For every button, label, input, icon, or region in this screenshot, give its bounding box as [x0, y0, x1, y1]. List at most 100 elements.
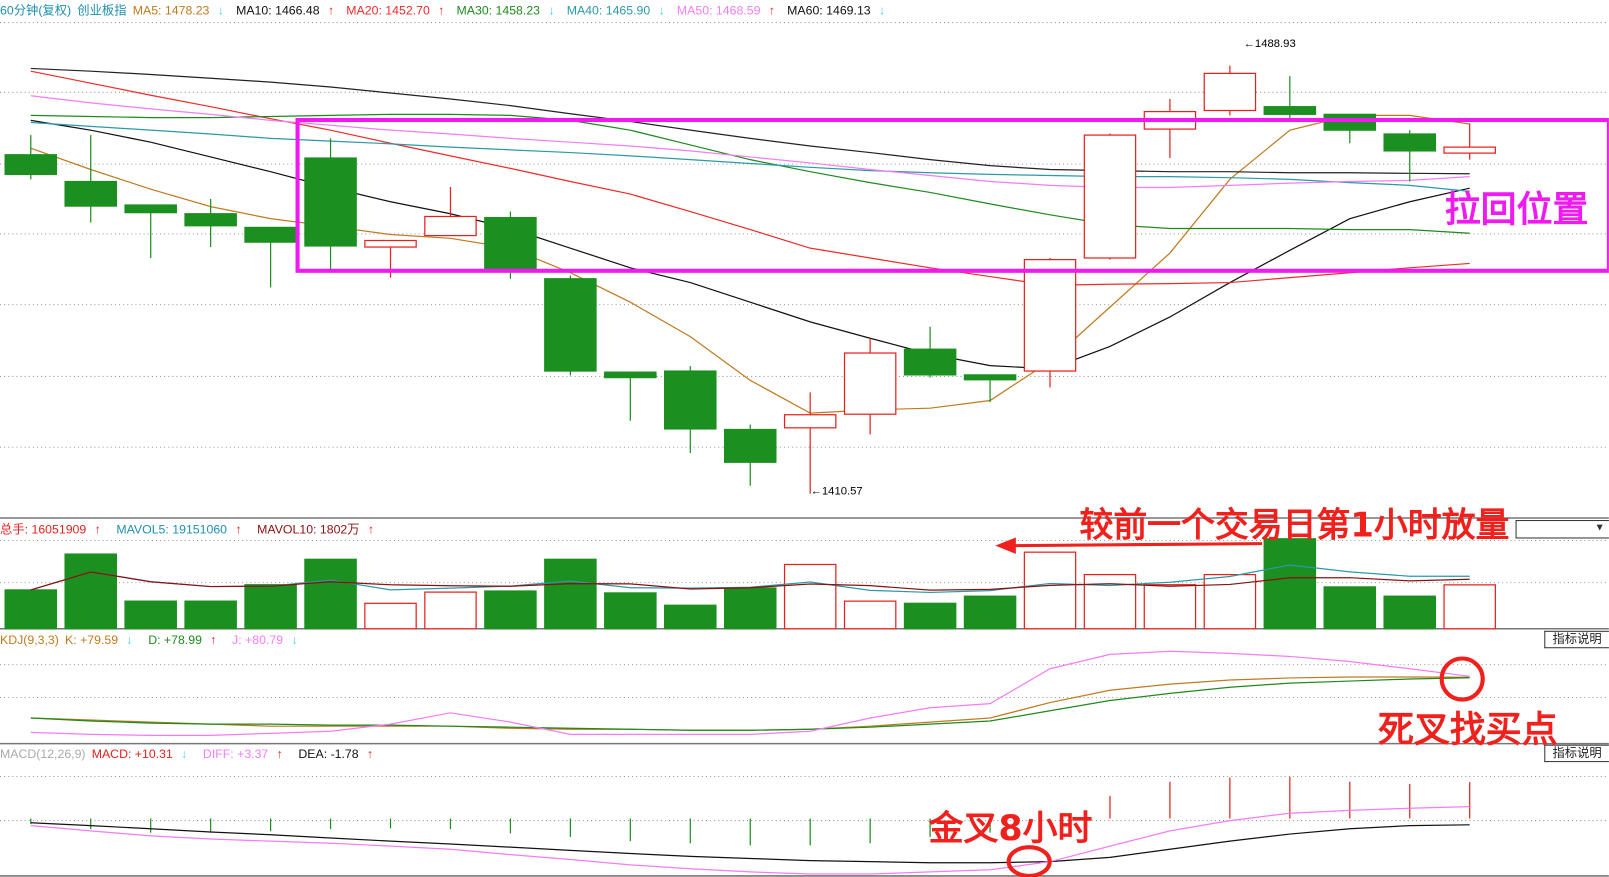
- arrow-up-icon: ↑: [276, 746, 283, 762]
- main-header: 60分钟(复权) 创业板指 MA5: 1478.23 ↓ MA10: 1466.48 ↑ M…: [0, 3, 903, 17]
- pullback-highlight-box: [295, 117, 1609, 273]
- arrow-down-icon: ↓: [658, 3, 665, 18]
- candle-body: [64, 180, 118, 207]
- volume-bar: [364, 602, 417, 630]
- period-label[interactable]: 60分钟(复权): [0, 3, 72, 18]
- candle-body: [1023, 259, 1077, 372]
- macd-indicator-help-button[interactable]: 指标说明: [1544, 744, 1609, 763]
- dea-line: [30, 822, 1470, 864]
- arrow-left-icon: [995, 537, 1016, 554]
- dea-value: DEA: -1.78: [298, 746, 359, 762]
- kdj-d-line: [30, 677, 1470, 731]
- ma60-line: [30, 67, 1470, 175]
- ma-value-1: MA10: 1466.48: [236, 3, 320, 18]
- volume-bar: [723, 587, 777, 630]
- kdj-j-value: J: +80.79: [232, 632, 284, 648]
- symbol-label: 创业板指: [77, 3, 127, 18]
- volume-bar: [64, 553, 118, 630]
- kdj-name: KDJ(9,3,3): [0, 632, 59, 648]
- arrow-up-icon: ↑: [94, 522, 101, 537]
- golden-cross-annotation: 金叉8小时: [928, 808, 1093, 850]
- arrow-down-icon: ↓: [878, 3, 886, 18]
- arrow-down-icon: ↓: [217, 3, 224, 18]
- volume-bar: [124, 600, 177, 630]
- arrow-up-icon: ↑: [367, 522, 374, 537]
- ma10-line: [30, 119, 1470, 370]
- ma-value-6: MA60: 1469.13: [787, 3, 871, 18]
- ma-value-2: MA20: 1452.70: [346, 3, 430, 18]
- volume-bar: [1083, 573, 1137, 630]
- ma-value-3: MA30: 1458.23: [456, 3, 541, 18]
- volume-bar: [424, 591, 477, 630]
- ma5-line: [30, 114, 1470, 414]
- arrow-up-icon: ↑: [768, 3, 775, 18]
- candle-body: [843, 352, 897, 415]
- candle-body: [604, 371, 657, 379]
- kdj-d-value: D: +78.99: [148, 632, 202, 648]
- arrow-up-icon: ↑: [235, 522, 242, 537]
- candle-body: [1263, 106, 1317, 115]
- candle-body: [484, 216, 537, 272]
- candle-body: [664, 370, 717, 430]
- mavol5-value: MAVOL5: 19151060: [116, 522, 228, 537]
- diff-line: [30, 805, 1470, 875]
- volume-bar: [1023, 551, 1077, 630]
- dead-cross-annotation: 死叉找买点: [1378, 709, 1558, 751]
- low-price-label: ←1410.57: [810, 485, 863, 498]
- candle-body: [1203, 72, 1257, 112]
- golden-cross-circle: [1006, 845, 1052, 877]
- volume-bar: [963, 595, 1017, 630]
- candle-body: [364, 239, 417, 248]
- volume-bar: [664, 604, 717, 630]
- arrow-down-icon: ↓: [291, 632, 298, 648]
- candle-body: [1383, 133, 1437, 152]
- volume-bar: [184, 600, 237, 630]
- ma50-line: [30, 95, 1470, 189]
- macd-value: MACD: +10.31: [91, 746, 173, 762]
- candle-body: [783, 414, 837, 429]
- candle-body: [963, 374, 1017, 381]
- candle-body: [723, 428, 777, 463]
- volume-bar: [783, 563, 837, 630]
- volume-bar: [544, 558, 597, 630]
- arrow-up-icon: ↑: [327, 3, 334, 18]
- macd-header: MACD(12,26,9) MACD: +10.31 ↓ DIFF: +3.37 ↑ …: [0, 747, 385, 761]
- candle-body: [304, 157, 357, 247]
- volume-bar: [1443, 584, 1496, 630]
- candle-body: [544, 278, 597, 372]
- arrow-down-icon: ↓: [548, 3, 555, 18]
- ma30-line: [30, 113, 1470, 234]
- kdj-header: KDJ(9,3,3) K: +79.59 ↓ D: +78.99 ↑ J: +80.7…: [0, 633, 310, 647]
- volume-header: 总手: 16051909 ↑ MAVOL5: 19151060 ↑ MAVOL10:…: [0, 522, 386, 536]
- volume-bar: [604, 592, 657, 630]
- diff-value: DIFF: +3.37: [202, 746, 269, 762]
- ma-value-4: MA40: 1465.90: [566, 3, 651, 18]
- kdj-k-value: K: +79.59: [65, 632, 119, 648]
- volume-bar: [1143, 584, 1197, 630]
- kdj-j-line: [30, 650, 1470, 737]
- volume-bar: [4, 589, 58, 630]
- arrow-up-icon: ↑: [366, 746, 374, 762]
- candle-body: [124, 204, 177, 214]
- candle-body: [1323, 113, 1377, 131]
- candle-body: [184, 213, 237, 227]
- volume-bar: [244, 584, 297, 630]
- mavol10-line: [30, 571, 1470, 591]
- volume-annotation: 较前一个交易日第1小时放量: [1079, 504, 1510, 545]
- macd-name: MACD(12,26,9): [0, 746, 86, 762]
- volume-bar: [1203, 573, 1257, 630]
- volume-bar: [1383, 595, 1437, 630]
- volume-bar: [903, 602, 957, 630]
- volume-bar: [843, 600, 897, 630]
- volume-indicator-dropdown[interactable]: ▼: [1515, 520, 1609, 539]
- kdj-indicator-help-button[interactable]: 指标说明: [1544, 630, 1609, 649]
- arrow-down-icon: ↓: [126, 632, 133, 648]
- ma40-line: [30, 121, 1470, 192]
- candle-body: [1443, 146, 1496, 154]
- candle-body: [903, 348, 957, 376]
- arrow-down-icon: ↓: [181, 746, 188, 762]
- pullback-annotation: 拉回位置: [1444, 189, 1589, 231]
- candle-body: [424, 215, 477, 237]
